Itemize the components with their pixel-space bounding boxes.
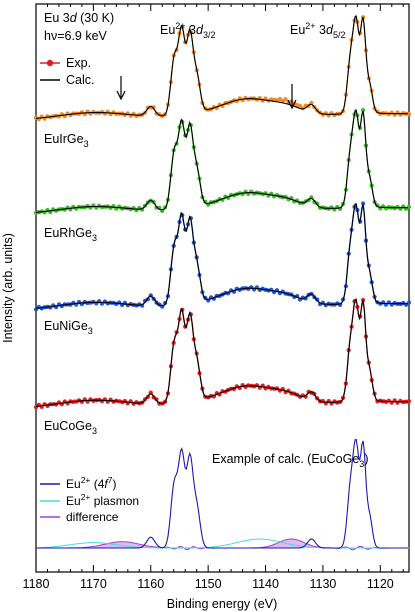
legend-eu4f-label: Eu2+ (4f7) — [66, 475, 116, 491]
arrow-marker-left — [116, 76, 126, 101]
legend-plasmon-label: Eu2+ plasmon — [66, 492, 139, 508]
spectrum-euirge3 — [33, 14, 412, 122]
arrow-marker-right — [287, 84, 297, 110]
calc-line — [35, 298, 408, 407]
spectrum-eucoge3 — [33, 297, 412, 410]
header-line1: Eu 3d (30 K) — [44, 11, 114, 25]
x-tick-label: 1180 — [23, 577, 50, 591]
legend-calc-label: Calc. — [66, 73, 94, 87]
peak-label-3d32: Eu2+ 3d3/2 — [160, 21, 215, 40]
plot-frame — [35, 3, 410, 573]
example-curves — [35, 438, 409, 551]
exp-point — [406, 399, 412, 404]
exp-point — [277, 96, 282, 102]
exp-point — [361, 108, 366, 113]
x-axis: 1180 1170 1160 1150 1140 1130 1120 — [23, 4, 404, 591]
sample-label-eurhge3: EuRhGe3 — [44, 226, 97, 243]
example-label: Example of calc. (EuCoGe3) — [212, 452, 368, 469]
eu4f-line — [36, 438, 408, 549]
x-tick-label: 1140 — [252, 577, 279, 591]
legend-plasmon: Eu2+ plasmon — [40, 492, 139, 508]
x-tick-label: 1150 — [195, 577, 222, 591]
x-tick-label: 1160 — [137, 577, 164, 591]
spectra-group — [33, 14, 412, 551]
legend-eu4f: Eu2+ (4f7) — [40, 475, 116, 491]
legend-difference: difference — [40, 510, 119, 524]
spectrum-eurhge3 — [33, 107, 412, 215]
sample-label-eunige3: EuNiGe3 — [44, 319, 93, 336]
exp-point — [151, 105, 156, 110]
x-tick-label: 1130 — [309, 577, 336, 591]
exp-point — [406, 204, 412, 209]
peak-label-3d52: Eu2+ 3d5/2 — [290, 21, 345, 40]
y-axis-label: Intensity (arb. units) — [1, 233, 15, 343]
calc-line — [35, 15, 408, 119]
calc-line — [35, 109, 408, 213]
legend-bottom: Eu2+ (4f7) Eu2+ plasmon difference — [40, 475, 139, 524]
x-tick-label: 1170 — [80, 577, 107, 591]
legend-exp-label: Exp. — [66, 56, 91, 70]
legend-top: Exp. Calc. — [40, 56, 94, 87]
x-tick-label: 1120 — [367, 577, 394, 591]
legend-calc: Calc. — [40, 73, 94, 87]
sample-label-euirge3: EuIrGe3 — [44, 132, 89, 149]
sample-label-eucoge3: EuCoGe3 — [44, 419, 97, 436]
plasmon-line — [35, 538, 409, 549]
exp-point — [361, 201, 366, 206]
calc-line — [35, 203, 408, 309]
arrow-markers — [116, 76, 297, 110]
exp-point — [406, 300, 412, 305]
exp-point — [361, 297, 366, 303]
exp-point — [283, 97, 288, 102]
exp-point — [406, 112, 412, 117]
exp-point — [297, 103, 303, 108]
spectrum-eunige3 — [33, 201, 412, 312]
legend-difference-label: difference — [66, 510, 119, 524]
header-line2: hν=6.9 keV — [44, 29, 108, 43]
x-axis-label: Binding energy (eV) — [167, 597, 277, 611]
legend-exp: Exp. — [40, 56, 91, 70]
